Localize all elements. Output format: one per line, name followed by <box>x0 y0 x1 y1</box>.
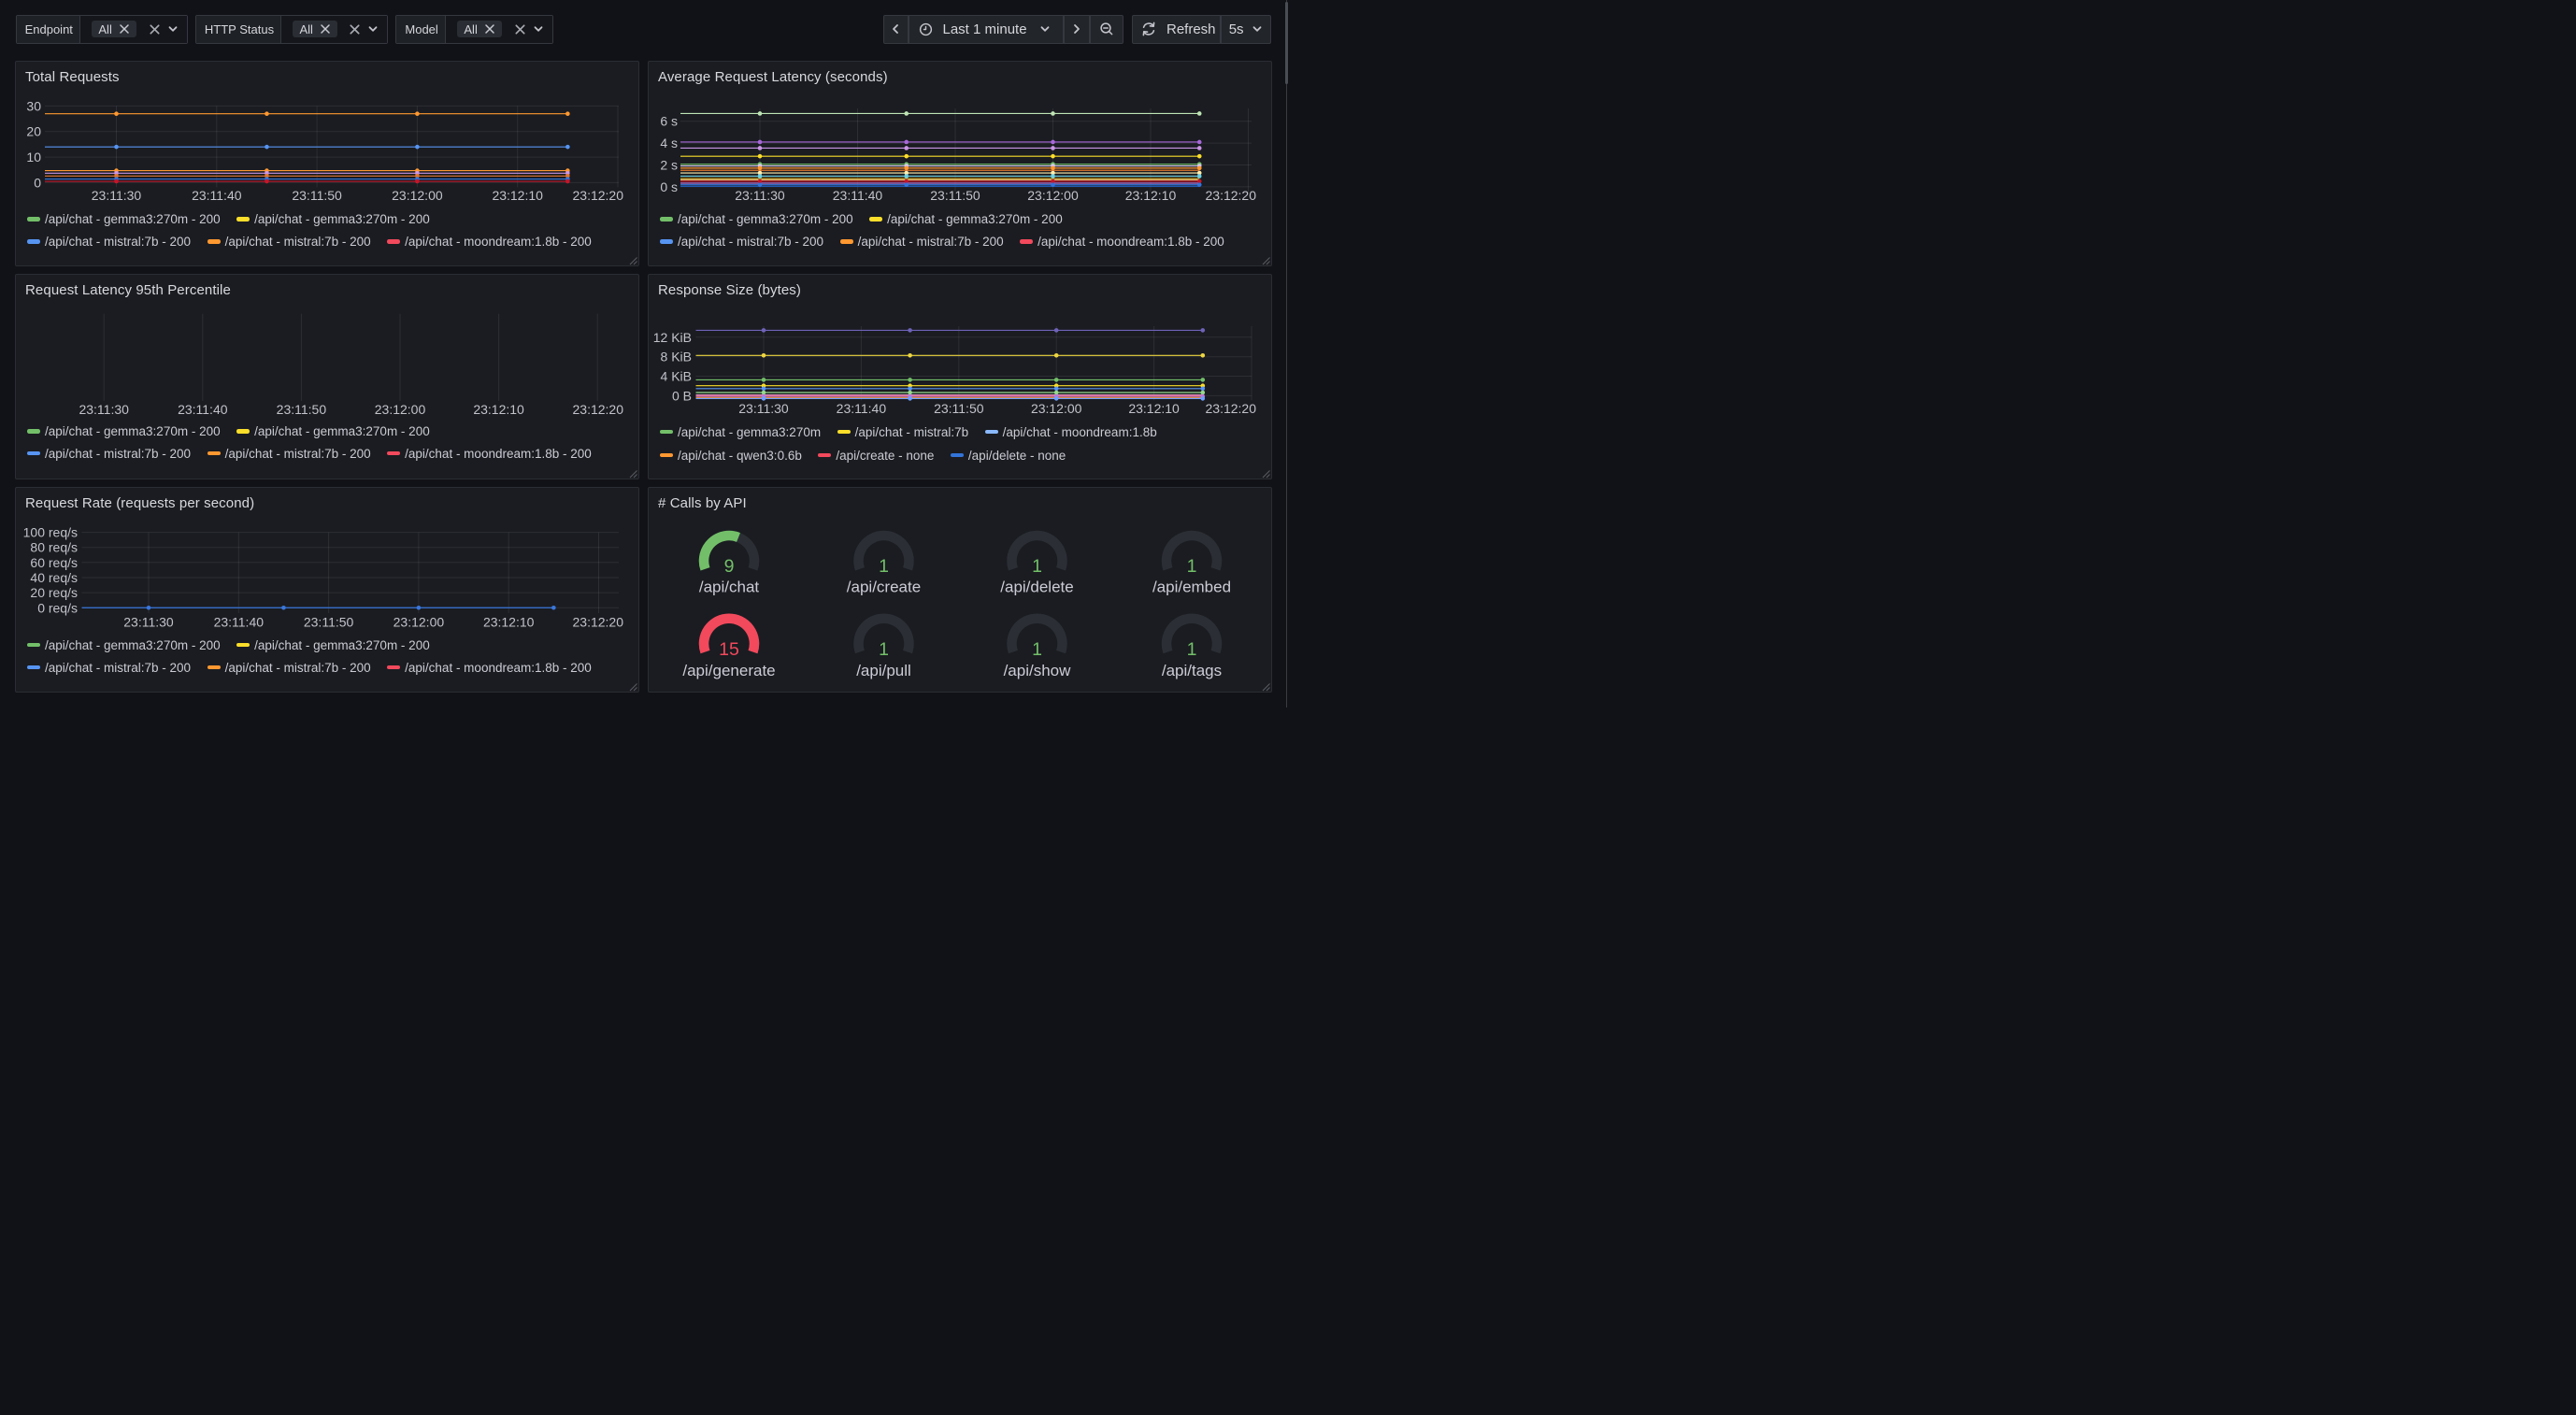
svg-text:23:12:10: 23:12:10 <box>483 614 535 629</box>
svg-text:0: 0 <box>34 175 41 190</box>
svg-text:23:12:00: 23:12:00 <box>392 188 443 203</box>
svg-text:23:12:00: 23:12:00 <box>1031 401 1082 416</box>
svg-text:40 req/s: 40 req/s <box>30 570 78 585</box>
svg-text:23:11:50: 23:11:50 <box>292 188 342 203</box>
svg-text:23:12:20: 23:12:20 <box>573 188 624 203</box>
svg-text:23:11:30: 23:11:30 <box>123 614 174 629</box>
svg-text:/api/delete: /api/delete <box>1000 578 1073 595</box>
svg-text:1: 1 <box>879 556 889 577</box>
svg-text:23:11:40: 23:11:40 <box>837 401 887 416</box>
svg-text:/api/tags: /api/tags <box>1162 661 1222 679</box>
svg-text:4 KiB: 4 KiB <box>661 368 692 383</box>
svg-text:/api/chat: /api/chat <box>699 578 760 595</box>
svg-text:23:12:00: 23:12:00 <box>394 614 445 629</box>
svg-text:15: 15 <box>719 638 739 659</box>
svg-text:1: 1 <box>1032 556 1042 577</box>
svg-text:1: 1 <box>1187 638 1197 659</box>
svg-text:23:12:20: 23:12:20 <box>1206 188 1257 203</box>
svg-text:23:12:10: 23:12:10 <box>492 188 543 203</box>
svg-text:23:12:10: 23:12:10 <box>1128 401 1180 416</box>
svg-text:23:12:10: 23:12:10 <box>1125 188 1177 203</box>
svg-text:23:11:40: 23:11:40 <box>178 402 228 417</box>
svg-text:1: 1 <box>1187 556 1197 577</box>
svg-text:/api/create: /api/create <box>847 578 921 595</box>
svg-text:23:11:30: 23:11:30 <box>735 188 785 203</box>
svg-text:23:11:50: 23:11:50 <box>934 401 984 416</box>
svg-text:23:11:50: 23:11:50 <box>930 188 980 203</box>
svg-text:23:12:10: 23:12:10 <box>473 402 524 417</box>
svg-text:12 KiB: 12 KiB <box>653 329 692 344</box>
svg-text:9: 9 <box>724 556 735 577</box>
svg-text:23:11:40: 23:11:40 <box>192 188 242 203</box>
svg-text:0 B: 0 B <box>672 388 692 403</box>
svg-text:4 s: 4 s <box>660 136 678 150</box>
svg-text:23:12:20: 23:12:20 <box>1206 401 1257 416</box>
svg-text:23:11:40: 23:11:40 <box>214 614 265 629</box>
svg-text:8 KiB: 8 KiB <box>661 349 692 364</box>
svg-text:23:11:50: 23:11:50 <box>304 614 354 629</box>
svg-text:23:11:30: 23:11:30 <box>738 401 789 416</box>
svg-text:23:11:40: 23:11:40 <box>833 188 883 203</box>
svg-text:23:12:20: 23:12:20 <box>573 402 624 417</box>
svg-text:/api/show: /api/show <box>1004 661 1072 679</box>
svg-text:30: 30 <box>26 98 41 113</box>
svg-text:20 req/s: 20 req/s <box>30 585 78 600</box>
svg-text:10: 10 <box>26 150 41 164</box>
svg-text:0 req/s: 0 req/s <box>37 600 78 615</box>
svg-text:23:11:50: 23:11:50 <box>277 402 327 417</box>
svg-text:23:11:30: 23:11:30 <box>92 188 142 203</box>
svg-text:60 req/s: 60 req/s <box>30 554 78 569</box>
svg-text:23:11:30: 23:11:30 <box>79 402 129 417</box>
svg-text:6 s: 6 s <box>660 113 678 128</box>
svg-text:/api/embed: /api/embed <box>1152 578 1231 595</box>
svg-text:20: 20 <box>26 123 41 138</box>
svg-text:23:12:00: 23:12:00 <box>375 402 426 417</box>
svg-text:0 s: 0 s <box>660 179 678 193</box>
svg-text:1: 1 <box>879 638 889 659</box>
svg-text:23:12:20: 23:12:20 <box>573 614 624 629</box>
svg-text:1: 1 <box>1032 638 1042 659</box>
svg-text:80 req/s: 80 req/s <box>30 539 78 554</box>
svg-text:2 s: 2 s <box>660 157 678 172</box>
svg-text:23:12:00: 23:12:00 <box>1027 188 1079 203</box>
svg-text:100 req/s: 100 req/s <box>23 524 78 539</box>
svg-text:/api/generate: /api/generate <box>682 661 775 679</box>
svg-text:/api/pull: /api/pull <box>856 661 911 679</box>
